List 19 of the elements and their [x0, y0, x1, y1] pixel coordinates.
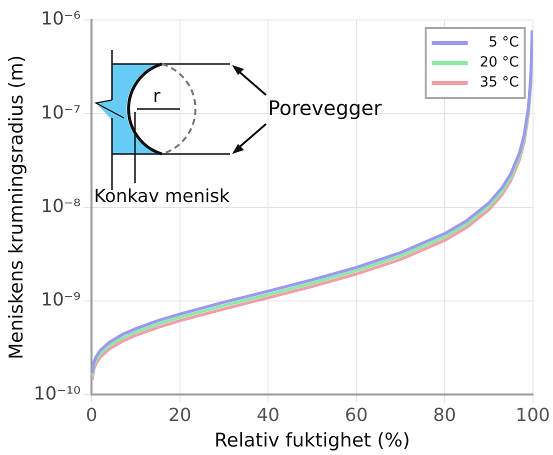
x-tick-label: 100 — [516, 405, 550, 426]
y-tick-label: 10⁻¹⁰ — [34, 383, 81, 404]
annotation: Porevegger — [268, 96, 382, 120]
annotation: r — [153, 86, 160, 107]
x-tick-label: 40 — [256, 405, 280, 426]
y-tick-label: 10⁻⁷ — [41, 102, 81, 124]
annotation: Konkav menisk — [94, 186, 230, 207]
legend-label: 35 °C — [480, 74, 520, 91]
y-tick-label: 10⁻⁶ — [41, 8, 81, 30]
x-axis-title: Relativ fuktighet (%) — [214, 430, 410, 452]
x-tick-label: 60 — [344, 405, 368, 426]
x-tick-label: 0 — [86, 405, 98, 426]
y-tick-label: 10⁻⁸ — [41, 196, 81, 217]
x-tick-label: 20 — [168, 405, 192, 426]
legend-label: 20 °C — [480, 54, 520, 71]
legend-label: 5 °C — [488, 34, 520, 51]
y-axis-title: Meniskens krumningsradius (m) — [5, 55, 28, 360]
x-tick-label: 80 — [433, 405, 456, 426]
y-tick-label: 10⁻⁹ — [41, 290, 81, 311]
